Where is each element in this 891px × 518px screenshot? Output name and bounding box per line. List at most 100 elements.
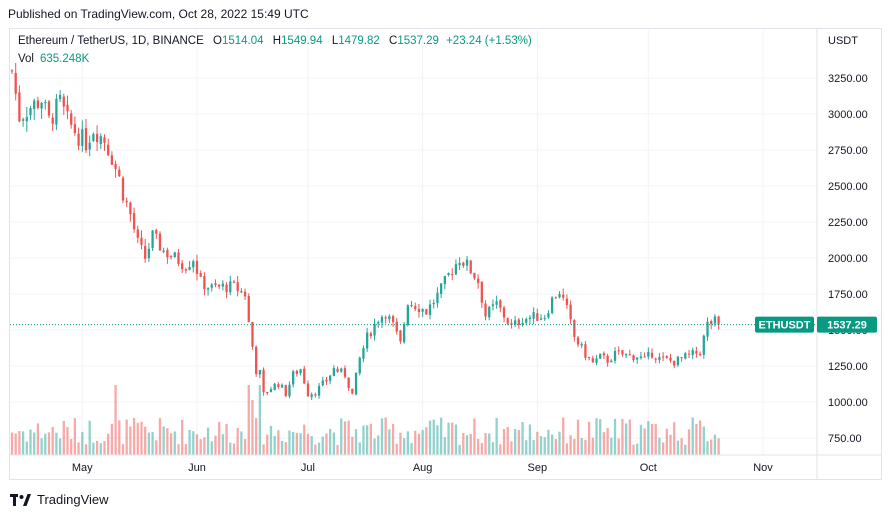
candle-body xyxy=(621,350,624,355)
candle-body xyxy=(347,377,350,388)
volume-bar xyxy=(506,427,509,455)
candle-body xyxy=(695,350,698,354)
volume-bar xyxy=(510,441,513,455)
volume-bar xyxy=(51,426,54,455)
volume-bar xyxy=(599,419,602,455)
volume-bar xyxy=(669,434,672,455)
volume-bar xyxy=(458,444,461,455)
candle-body xyxy=(373,323,376,336)
candle-body xyxy=(576,337,580,345)
candle-body xyxy=(658,356,661,360)
candle-body xyxy=(284,385,287,397)
volume-bar xyxy=(421,430,424,455)
legend-symbol[interactable]: Ethereum / TetherUS, 1D, BINANCE xyxy=(18,35,204,47)
candle-body xyxy=(384,317,387,319)
candle-body xyxy=(606,355,609,363)
candle-body xyxy=(273,383,276,390)
candle-body xyxy=(458,262,461,266)
volume-legend: Vol 635.248K xyxy=(18,53,89,65)
low-value: 1479.82 xyxy=(338,35,380,47)
volume-bar xyxy=(140,421,143,455)
currency-label: USDT xyxy=(828,35,858,47)
volume-bar xyxy=(258,385,262,455)
candle-body xyxy=(673,360,676,366)
candle-body xyxy=(632,355,635,360)
tradingview-logo-icon xyxy=(10,493,31,506)
candle-body xyxy=(184,269,188,271)
candle-body xyxy=(310,394,313,398)
volume-bar xyxy=(214,435,217,455)
candle-body xyxy=(33,100,36,109)
candle-body xyxy=(288,384,291,397)
candle-body xyxy=(280,384,284,388)
candle-body xyxy=(25,117,28,122)
volume-bar xyxy=(687,429,691,455)
candle-body xyxy=(251,321,254,347)
y-tick-label: 1000.00 xyxy=(828,397,868,409)
candle-body xyxy=(258,369,262,375)
candle-body xyxy=(162,250,165,252)
volume-bar xyxy=(203,437,206,455)
volume-bar xyxy=(62,420,65,455)
candle-body xyxy=(262,369,265,393)
candle-body xyxy=(325,379,328,382)
y-tick-label: 750.00 xyxy=(828,433,862,445)
volume-bar xyxy=(543,437,546,455)
tradingview-brand[interactable]: TradingView xyxy=(10,492,109,507)
volume-bar xyxy=(340,418,343,455)
volume-bar xyxy=(169,433,173,455)
candle-body xyxy=(114,163,117,169)
candle-body xyxy=(399,330,402,342)
volume-bar xyxy=(558,431,561,455)
volume-bar xyxy=(110,423,114,455)
volume-bar xyxy=(647,421,650,455)
candle-body xyxy=(643,356,646,358)
volume-bar xyxy=(266,434,269,455)
candle-body xyxy=(610,360,613,363)
candle-body xyxy=(447,273,450,275)
candle-body xyxy=(277,384,280,387)
volume-bar xyxy=(288,430,291,455)
volume-bar xyxy=(336,444,339,455)
candle-body xyxy=(654,358,657,360)
volume-bar xyxy=(329,428,332,455)
candle-body xyxy=(710,321,713,325)
candle-body xyxy=(517,319,520,325)
candle-body xyxy=(81,129,84,146)
volume-bar xyxy=(595,418,598,455)
candle-body xyxy=(351,388,354,394)
close-value: 1537.29 xyxy=(397,35,439,47)
volume-bar xyxy=(395,443,398,455)
candle-body xyxy=(332,368,336,376)
volume-bar xyxy=(369,423,372,455)
volume-bar xyxy=(565,443,569,455)
y-tick-label: 1250.00 xyxy=(828,361,868,373)
volume-bar xyxy=(513,429,517,455)
volume-bar xyxy=(650,423,654,455)
volume-bar xyxy=(428,420,432,455)
candle-body xyxy=(573,319,576,337)
candle-body xyxy=(18,92,21,122)
volume-bar xyxy=(624,423,628,455)
candle-body xyxy=(255,347,258,374)
candle-body xyxy=(140,237,143,245)
volume-bar xyxy=(366,425,369,455)
candle-body xyxy=(465,259,469,266)
candle-body xyxy=(121,177,125,201)
candle-body xyxy=(110,155,114,165)
candle-body xyxy=(107,144,110,156)
candle-body xyxy=(473,272,476,279)
volume-bar xyxy=(251,400,254,455)
candle-body xyxy=(144,245,147,259)
volume-bar xyxy=(33,432,36,455)
volume-bar xyxy=(173,431,176,455)
candle-body xyxy=(14,72,17,94)
candle-body xyxy=(377,322,380,324)
volume-bar xyxy=(606,427,609,455)
candle-body xyxy=(343,368,347,377)
candle-body xyxy=(547,313,550,318)
x-tick-label: Aug xyxy=(413,462,433,474)
candle-body xyxy=(99,136,102,144)
volume-bar xyxy=(240,431,243,455)
